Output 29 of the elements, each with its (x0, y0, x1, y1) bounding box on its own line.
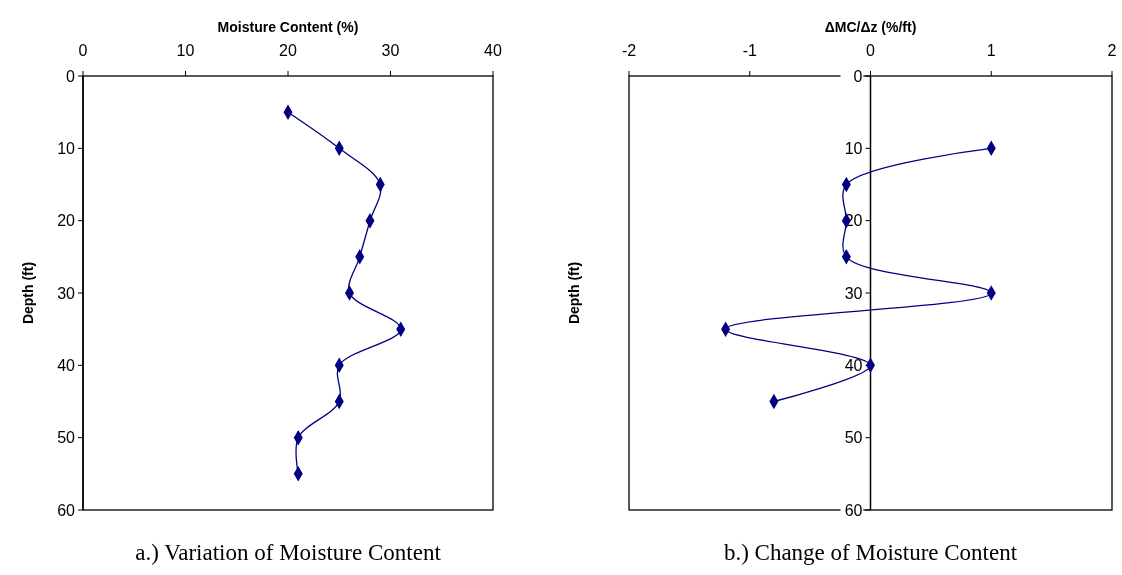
x-axis-title: Moisture Content (%) (217, 19, 359, 35)
y-tick-label: 0 (66, 67, 76, 85)
y-tick-label: 10 (844, 139, 863, 157)
text: b.) Change of Moisture Content (723, 540, 1018, 565)
y-tick-label: 50 (57, 429, 76, 447)
y-axis-title: Depth (ft) (20, 261, 36, 325)
text: a.) Variation of Moisture Content (135, 540, 442, 565)
y-tick-label: 60 (57, 501, 76, 519)
x-tick-label: 20 (279, 42, 297, 59)
x-tick-label: -2 (621, 42, 637, 59)
y-tick-label: 20 (57, 212, 76, 230)
x-tick-label: 0 (78, 42, 88, 59)
y-tick-label: 40 (57, 356, 76, 374)
x-axis-title: ΔMC/Δz (%/ft) (824, 19, 917, 35)
y-tick-label: 50 (844, 429, 863, 447)
x-tick-label: 40 (484, 42, 502, 59)
y-tick-label: 10 (57, 139, 76, 157)
x-tick-label: 2 (1107, 42, 1117, 59)
y-tick-label: 40 (844, 356, 863, 374)
x-tick-label: 30 (381, 42, 400, 59)
y-tick-label: 60 (844, 501, 863, 519)
x-tick-label: 0 (866, 42, 876, 59)
x-tick-label: 1 (986, 42, 996, 59)
y-tick-label: 0 (853, 67, 863, 85)
y-tick-label: 30 (57, 284, 76, 302)
x-tick-label: 10 (176, 42, 195, 59)
y-tick-label: 30 (844, 284, 863, 302)
x-tick-label: -1 (742, 42, 757, 59)
y-axis-title: Depth (ft) (566, 261, 582, 325)
